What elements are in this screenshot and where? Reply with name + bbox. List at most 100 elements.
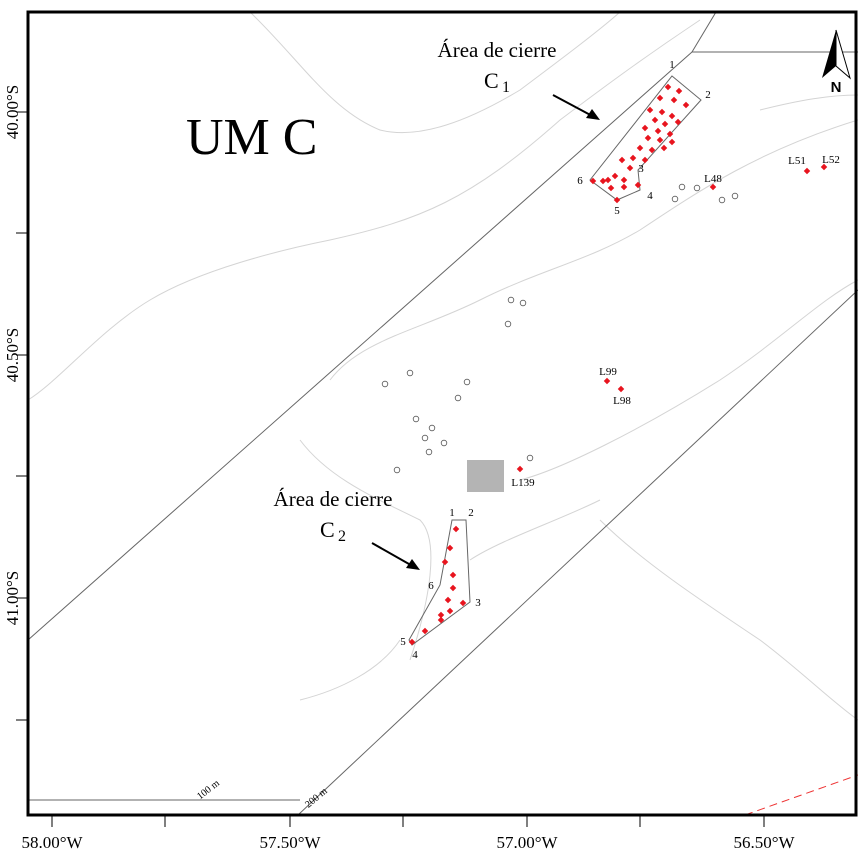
contour (759, 94, 858, 111)
station-closed (641, 124, 649, 132)
label: 4 (412, 649, 418, 661)
station-closed (444, 596, 452, 604)
station-closed (613, 196, 621, 204)
closure-area (589, 75, 702, 201)
station-empty (412, 415, 420, 423)
station-closed (607, 184, 615, 192)
station-closed (437, 616, 445, 624)
station-closed (803, 167, 811, 175)
label: 5 (614, 205, 620, 217)
station-empty (526, 454, 534, 462)
isobath-100 (27, 51, 858, 641)
station-empty (421, 434, 429, 442)
station-closed (408, 638, 416, 646)
station-closed (599, 177, 607, 185)
station-empty (718, 196, 726, 204)
station-closed (516, 465, 524, 473)
north-arrow (822, 30, 836, 78)
station-closed (589, 177, 597, 185)
label: 3 (638, 163, 644, 175)
station-closed (675, 87, 683, 95)
station-closed (441, 558, 449, 566)
arrow-head (586, 109, 600, 120)
station-closed (446, 544, 454, 552)
station-empty (440, 439, 448, 447)
station-closed (446, 607, 454, 615)
station-closed (459, 599, 467, 607)
station-empty (504, 320, 512, 328)
station-empty (425, 448, 433, 456)
station-closed (648, 146, 656, 154)
station-empty (678, 183, 686, 191)
label: 40.50°S (3, 328, 22, 383)
station-empty (454, 394, 462, 402)
station-empty (731, 192, 739, 200)
station-empty (393, 466, 401, 474)
label: 1 (502, 79, 510, 96)
station-closed (626, 164, 634, 172)
station-empty (381, 380, 389, 388)
eez-line (744, 774, 858, 816)
station-closed (654, 127, 662, 135)
label: L99 (599, 366, 617, 378)
contour (519, 279, 858, 481)
arrow (371, 542, 417, 569)
label: 2 (468, 507, 474, 519)
station-closed (629, 154, 637, 162)
station-closed (709, 183, 717, 191)
station-closed (611, 172, 619, 180)
station-empty (693, 184, 701, 192)
label: L52 (822, 154, 840, 166)
label: 57.50°W (259, 833, 321, 852)
station-closed (656, 136, 664, 144)
sampling-block (467, 460, 504, 492)
contour (299, 439, 432, 661)
station-closed (449, 571, 457, 579)
station-closed (661, 120, 669, 128)
isobath-200 (297, 289, 858, 816)
closure-area (408, 519, 471, 646)
station-closed (452, 525, 460, 533)
label: 2 (338, 528, 346, 545)
frame (26, 10, 858, 817)
station-empty (671, 195, 679, 203)
label: 4 (647, 190, 653, 202)
label: L51 (788, 155, 806, 167)
label: L139 (511, 477, 535, 489)
contour (249, 11, 621, 134)
label: L48 (704, 173, 722, 185)
station-closed (634, 181, 642, 189)
station-closed (618, 156, 626, 164)
contour (599, 519, 858, 721)
label: 57.00°W (496, 833, 558, 852)
contour (469, 499, 601, 561)
station-closed (674, 118, 682, 126)
label: 6 (577, 175, 583, 187)
station-closed (820, 163, 828, 171)
station-empty (463, 378, 471, 386)
station-closed (668, 138, 676, 146)
station-closed (620, 176, 628, 184)
label: 41.00°S (3, 571, 22, 626)
station-closed (651, 116, 659, 124)
label: 40.00°S (3, 85, 22, 140)
station-closed (449, 584, 457, 592)
station-empty (406, 369, 414, 377)
station-closed (641, 156, 649, 164)
station-empty (507, 296, 515, 304)
label: 5 (400, 636, 406, 648)
station-closed (682, 101, 690, 109)
station-closed (604, 176, 612, 184)
label: C (484, 68, 499, 93)
station-empty (428, 424, 436, 432)
station-closed (421, 627, 429, 635)
label: 2 (705, 89, 711, 101)
label: 3 (475, 597, 481, 609)
station-closed (644, 134, 652, 142)
label: Área de cierre (438, 38, 557, 62)
label: C (320, 517, 335, 542)
contour (299, 639, 401, 701)
contour (27, 19, 701, 401)
